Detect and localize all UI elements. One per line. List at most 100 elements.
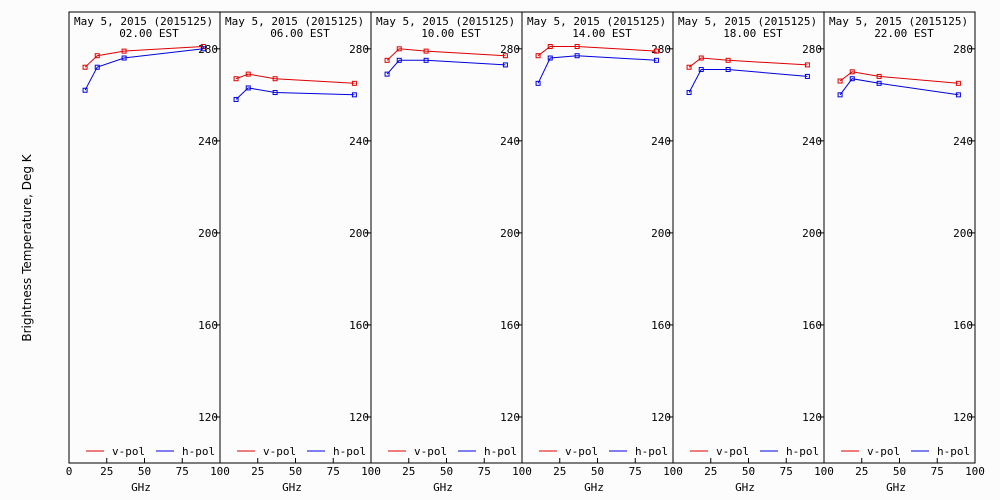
data-point-v-pol bbox=[698, 55, 704, 61]
y-tick-label: 200 bbox=[651, 227, 671, 240]
y-tick-label: 240 bbox=[349, 135, 369, 148]
x-tick-label: 100 bbox=[512, 465, 532, 478]
panel-frame bbox=[672, 11, 825, 464]
series-line-h-pol bbox=[839, 78, 959, 96]
data-point-h-pol bbox=[547, 55, 553, 61]
y-tick-label: 160 bbox=[500, 319, 520, 332]
data-point-h-pol bbox=[653, 57, 659, 63]
series-line-h-pol bbox=[386, 59, 506, 75]
panel-3: May 5, 2015 (2015125)10.00 EST 120 160 200 2… bbox=[370, 11, 532, 494]
panel-subtitle: 06.00 EST bbox=[270, 27, 330, 40]
data-point-v-pol bbox=[502, 53, 508, 59]
y-tick-label: 200 bbox=[500, 227, 520, 240]
y-tick-label: 200 bbox=[349, 227, 369, 240]
y-tick-label: 160 bbox=[651, 319, 671, 332]
x-tick-label: 25 bbox=[251, 465, 264, 478]
y-tick-label: 120 bbox=[198, 411, 218, 424]
series-line-v-pol bbox=[839, 71, 959, 84]
panel-title: May 5, 2015 (2015125) bbox=[225, 15, 364, 28]
data-point-v-pol bbox=[876, 73, 882, 79]
data-point-v-pol bbox=[804, 62, 810, 68]
x-tick-label: 100 bbox=[814, 465, 834, 478]
data-point-h-pol bbox=[849, 76, 855, 82]
y-tick-label: 280 bbox=[651, 43, 671, 56]
data-point-h-pol bbox=[384, 71, 390, 77]
y-tick-label: 120 bbox=[349, 411, 369, 424]
x-tick-label: 0 bbox=[66, 465, 73, 478]
data-point-h-pol bbox=[396, 57, 402, 63]
series-line-v-pol bbox=[386, 48, 506, 61]
data-point-v-pol bbox=[272, 76, 278, 82]
data-point-h-pol bbox=[698, 67, 704, 73]
panel-6: May 5, 2015 (2015125)22.00 EST 120 160 200 2… bbox=[823, 11, 985, 494]
data-point-h-pol bbox=[574, 53, 580, 59]
data-point-v-pol bbox=[725, 57, 731, 63]
legend-label-h-pol: h-pol bbox=[937, 445, 970, 458]
x-tick-label: 25 bbox=[402, 465, 415, 478]
data-point-h-pol bbox=[876, 80, 882, 86]
legend-label-v-pol: v-pol bbox=[112, 445, 145, 458]
data-point-v-pol bbox=[574, 44, 580, 50]
x-tick-label: 100 bbox=[361, 465, 381, 478]
series-line-h-pol bbox=[688, 69, 808, 93]
y-tick-label: 160 bbox=[802, 319, 822, 332]
panel-subtitle: 10.00 EST bbox=[421, 27, 481, 40]
data-point-v-pol bbox=[396, 46, 402, 52]
data-point-h-pol bbox=[121, 55, 127, 61]
x-tick-label: 75 bbox=[780, 465, 793, 478]
data-point-v-pol bbox=[233, 76, 239, 82]
y-tick-label: 200 bbox=[802, 227, 822, 240]
legend-label-v-pol: v-pol bbox=[565, 445, 598, 458]
data-point-v-pol bbox=[849, 69, 855, 75]
x-tick-label: 75 bbox=[327, 465, 340, 478]
x-axis-label: GHz bbox=[131, 481, 151, 494]
legend-label-v-pol: v-pol bbox=[867, 445, 900, 458]
data-point-v-pol bbox=[955, 80, 961, 86]
x-tick-label: 50 bbox=[138, 465, 151, 478]
y-tick-label: 240 bbox=[802, 135, 822, 148]
data-point-h-pol bbox=[502, 62, 508, 68]
data-point-h-pol bbox=[245, 85, 251, 91]
y-tick-label: 120 bbox=[500, 411, 520, 424]
x-tick-label: 50 bbox=[440, 465, 453, 478]
panel-title: May 5, 2015 (2015125) bbox=[678, 15, 817, 28]
series-line-h-pol bbox=[235, 87, 355, 100]
y-tick-label: 200 bbox=[953, 227, 973, 240]
y-tick-label: 120 bbox=[953, 411, 973, 424]
y-tick-label: 120 bbox=[651, 411, 671, 424]
x-tick-label: 50 bbox=[591, 465, 604, 478]
x-axis-label: GHz bbox=[282, 481, 302, 494]
y-tick-label: 240 bbox=[651, 135, 671, 148]
panel-2: May 5, 2015 (2015125)06.00 EST 120 160 200 2… bbox=[219, 11, 381, 494]
panel-frame bbox=[219, 11, 372, 464]
panel-4: May 5, 2015 (2015125)14.00 EST 120 160 200 2… bbox=[521, 11, 683, 494]
x-tick-label: 25 bbox=[704, 465, 717, 478]
x-axis-label: GHz bbox=[433, 481, 453, 494]
legend-label-h-pol: h-pol bbox=[182, 445, 215, 458]
legend-label-h-pol: h-pol bbox=[635, 445, 668, 458]
x-tick-label: 50 bbox=[289, 465, 302, 478]
y-tick-label: 280 bbox=[500, 43, 520, 56]
data-point-h-pol bbox=[837, 92, 843, 98]
legend-label-v-pol: v-pol bbox=[716, 445, 749, 458]
data-point-h-pol bbox=[200, 46, 206, 52]
y-tick-label: 240 bbox=[198, 135, 218, 148]
y-tick-label: 240 bbox=[500, 135, 520, 148]
data-point-h-pol bbox=[686, 90, 692, 96]
x-tick-label: 75 bbox=[931, 465, 944, 478]
y-tick-label: 160 bbox=[953, 319, 973, 332]
data-point-h-pol bbox=[82, 87, 88, 93]
data-point-h-pol bbox=[272, 90, 278, 96]
data-point-v-pol bbox=[686, 64, 692, 70]
y-tick-label: 280 bbox=[802, 43, 822, 56]
x-tick-label: 75 bbox=[176, 465, 189, 478]
data-point-v-pol bbox=[653, 48, 659, 54]
data-point-v-pol bbox=[384, 57, 390, 63]
legend-label-v-pol: v-pol bbox=[263, 445, 296, 458]
data-point-v-pol bbox=[837, 78, 843, 84]
panel-title: May 5, 2015 (2015125) bbox=[376, 15, 515, 28]
x-tick-label: 75 bbox=[478, 465, 491, 478]
panel-title: May 5, 2015 (2015125) bbox=[527, 15, 666, 28]
panel-frame bbox=[68, 11, 221, 464]
y-tick-label: 200 bbox=[198, 227, 218, 240]
